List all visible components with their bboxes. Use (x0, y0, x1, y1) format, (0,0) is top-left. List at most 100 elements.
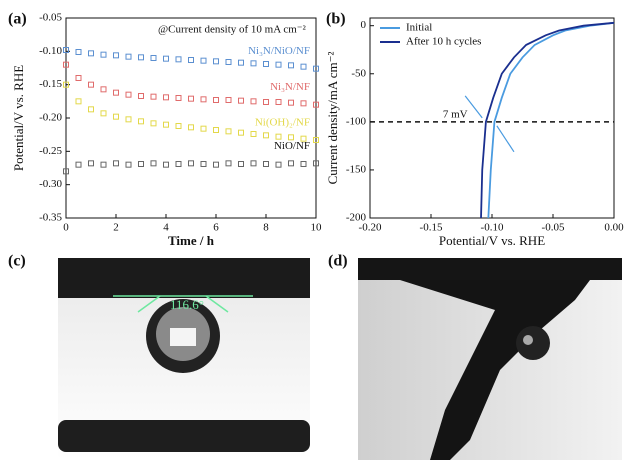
data-point (75, 75, 82, 81)
data-point (125, 53, 132, 60)
y-axis-title: Potential/V vs. RHE (11, 65, 26, 171)
y-tick-label: -0.05 (39, 12, 62, 24)
data-point (238, 161, 244, 167)
series-label: Ni₃N/NiO/NF (248, 45, 310, 57)
y-axis-title: Current density/mA cm⁻² (325, 52, 340, 185)
data-point (175, 56, 182, 63)
droplet-reflection (170, 328, 196, 346)
data-point (225, 160, 232, 167)
annotation: 7 mV (443, 108, 468, 120)
panel-label: (c) (8, 253, 26, 270)
y-tick-label: -0.35 (39, 212, 62, 224)
tangent-line (205, 295, 229, 313)
data-point (150, 120, 157, 127)
data-point (188, 95, 194, 102)
data-point (263, 161, 269, 167)
data-point (275, 61, 282, 68)
data-point (200, 161, 207, 167)
data-point (63, 168, 69, 175)
data-point (150, 160, 157, 167)
data-point (163, 121, 169, 128)
data-point (275, 161, 282, 168)
y-tick-label: -0.30 (39, 178, 62, 190)
x-tick-label: 2 (113, 222, 119, 234)
data-point (138, 161, 144, 167)
photo-d (358, 258, 622, 460)
data-point (200, 57, 207, 64)
data-point (288, 62, 294, 69)
data-point (163, 55, 169, 62)
contact-angle: 116.6° (170, 297, 204, 312)
data-point (213, 58, 219, 65)
droplet (516, 326, 550, 360)
y-tick-label: -0.20 (39, 112, 62, 124)
data-point (75, 49, 82, 55)
sample-substrate (58, 420, 310, 452)
data-point (213, 127, 219, 133)
y-tick-label: -200 (346, 212, 367, 224)
data-point (300, 63, 307, 70)
data-point (100, 51, 107, 58)
series-label: Ni₃N/NF (270, 81, 310, 93)
data-point (188, 57, 194, 63)
data-point (238, 129, 244, 136)
data-point (100, 161, 107, 168)
substrate (400, 280, 590, 460)
plot-frame (369, 17, 615, 219)
data-point (88, 50, 94, 57)
data-point (200, 96, 207, 103)
data-point (188, 124, 194, 131)
data-point (213, 161, 219, 168)
data-point (313, 65, 319, 72)
x-tick-label: 4 (163, 222, 169, 234)
data-point (250, 60, 257, 67)
data-point (313, 137, 319, 143)
data-point (113, 52, 119, 59)
data-point (88, 106, 94, 113)
data-point (75, 161, 82, 168)
data-line (480, 21, 615, 219)
data-point (138, 54, 144, 61)
data-point (238, 59, 244, 66)
data-point (150, 93, 157, 100)
needle-plate (58, 258, 310, 298)
panel-label: (d) (328, 253, 348, 270)
needle-plate (358, 258, 622, 280)
data-point (138, 118, 144, 125)
data-point (263, 132, 269, 139)
data-point (88, 81, 94, 88)
data-point (225, 128, 232, 135)
data-point (88, 160, 94, 167)
data-point (138, 93, 144, 99)
data-point (288, 160, 294, 167)
data-point (300, 161, 307, 167)
data-point (100, 110, 107, 117)
data-point (300, 100, 307, 107)
data-point (288, 99, 294, 106)
data-point (63, 61, 69, 68)
tangent-line (137, 295, 161, 313)
data-point (250, 98, 257, 105)
data-point (313, 101, 319, 108)
x-tick-label: 0 (63, 222, 69, 234)
annotation: @Current density of 10 mA cm⁻² (158, 24, 307, 36)
data-point (225, 97, 232, 103)
x-tick-label: -0.20 (359, 222, 382, 234)
arrow (496, 125, 515, 153)
data-point (175, 123, 182, 129)
data-point (300, 135, 307, 142)
y-tick-label: -0.10 (39, 45, 62, 57)
x-tick-label: 8 (263, 222, 269, 234)
data-point (125, 161, 132, 168)
data-point (263, 99, 269, 105)
data-point (225, 59, 232, 65)
data-point (100, 86, 107, 93)
data-point (175, 95, 182, 101)
data-point (188, 160, 194, 167)
x-tick-label: -0.10 (481, 222, 504, 234)
x-tick-label: -0.15 (420, 222, 443, 234)
y-tick-label: -0.25 (39, 145, 62, 157)
data-point (125, 116, 132, 123)
data-point (275, 99, 282, 105)
